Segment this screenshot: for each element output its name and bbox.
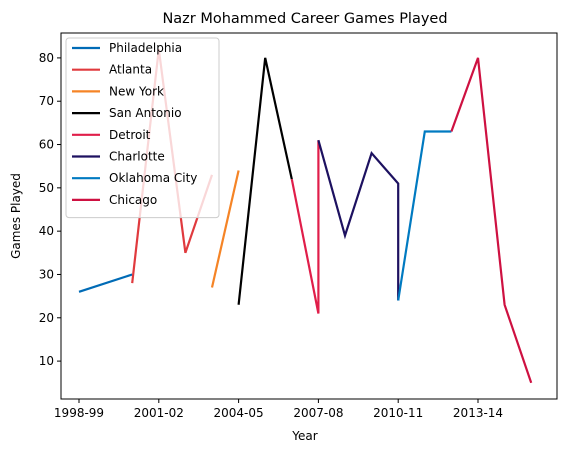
x-tick-label: 2007-08 [293, 406, 343, 420]
x-tick-label: 2004-05 [214, 406, 264, 420]
series-line-oklahoma-city [397, 130, 452, 301]
plot-frame [60, 32, 558, 400]
series-line-charlotte [317, 139, 400, 301]
y-tick-label: 40 [39, 224, 54, 238]
x-tick-label: 2013-14 [453, 406, 503, 420]
legend-label-new-york: New York [109, 84, 164, 98]
legend-label-philadelphia: Philadelphia [109, 41, 182, 55]
y-axis-title: Games Played [9, 173, 23, 259]
legend-label-charlotte: Charlotte [109, 150, 165, 164]
y-tick-label: 30 [39, 267, 54, 281]
x-tick-label: 2001-02 [134, 406, 184, 420]
y-tick-label: 70 [39, 94, 54, 108]
chart-title: Nazr Mohammed Career Games Played [162, 11, 447, 27]
legend-label-oklahoma-city: Oklahoma City [109, 171, 197, 185]
x-axis-title: Year [291, 429, 317, 443]
axes-layer: 1998-99 2001-02 2004-05 2007-08 2010-11 2013-… [39, 32, 558, 420]
series-line-san-antonio [237, 57, 293, 305]
series-line-new-york [210, 170, 240, 288]
series-line-detroit [290, 140, 320, 314]
y-tick-label: 80 [39, 51, 54, 65]
x-tick-label: 2010-11 [373, 406, 423, 420]
x-tick-label: 1998-99 [54, 406, 104, 420]
y-tick-label: 20 [39, 311, 54, 325]
series-line-philadelphia [78, 273, 133, 293]
legend-label-detroit: Detroit [109, 128, 151, 142]
y-tick-label: 50 [39, 181, 54, 195]
legend-box [65, 37, 220, 219]
y-tick-label: 60 [39, 138, 54, 152]
legend-label-atlanta: Atlanta [109, 63, 152, 77]
series-line-chicago [450, 57, 533, 384]
legend: Philadelphia Atlanta New York San Antonio De… [65, 37, 220, 219]
y-tick-label: 10 [39, 354, 54, 368]
legend-label-san-antonio: San Antonio [109, 106, 182, 120]
legend-label-chicago: Chicago [109, 193, 157, 207]
